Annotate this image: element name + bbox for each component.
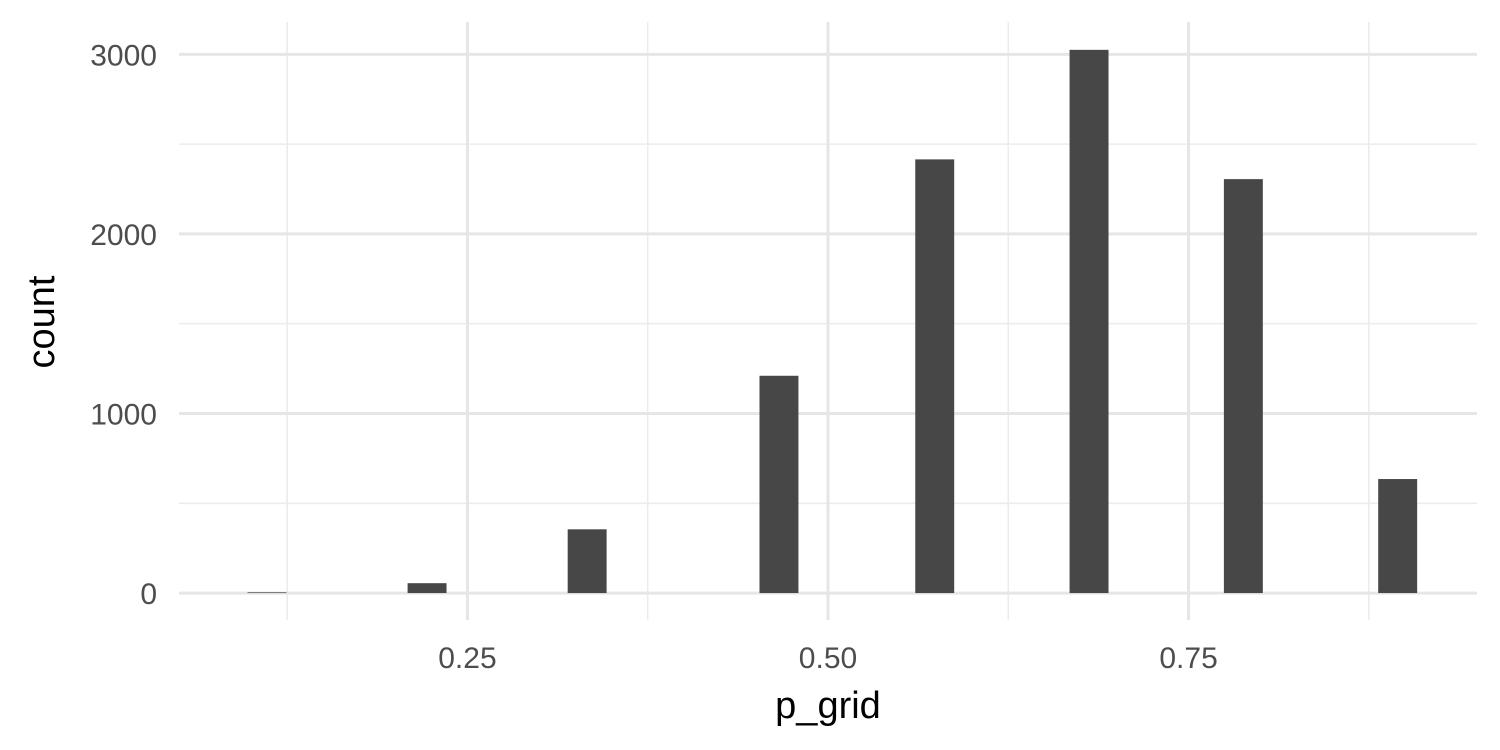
histogram-bar <box>247 592 287 594</box>
y-tick-label: 2000 <box>90 219 157 252</box>
y-tick-label: 1000 <box>90 398 157 431</box>
histogram-bar <box>915 159 955 594</box>
y-tick-label: 3000 <box>90 39 157 72</box>
histogram-bar <box>407 583 447 594</box>
histogram-bar <box>1069 49 1109 594</box>
y-tick-label: 0 <box>140 578 157 611</box>
y-axis-ticks: 0 1000 2000 3000 <box>90 39 157 611</box>
histogram-bar <box>1223 179 1263 594</box>
histogram-bar <box>1378 479 1418 594</box>
x-tick-label: 0.25 <box>438 642 496 675</box>
histogram-bar <box>759 375 799 594</box>
x-tick-label: 0.50 <box>799 642 857 675</box>
bars <box>247 49 1418 594</box>
x-axis-title: p_grid <box>775 685 881 727</box>
gridlines <box>179 22 1477 620</box>
histogram-bar <box>567 529 607 594</box>
y-axis-title: count <box>21 275 63 368</box>
x-tick-label: 0.75 <box>1159 642 1217 675</box>
x-axis-ticks: 0.25 0.50 0.75 <box>438 642 1218 675</box>
